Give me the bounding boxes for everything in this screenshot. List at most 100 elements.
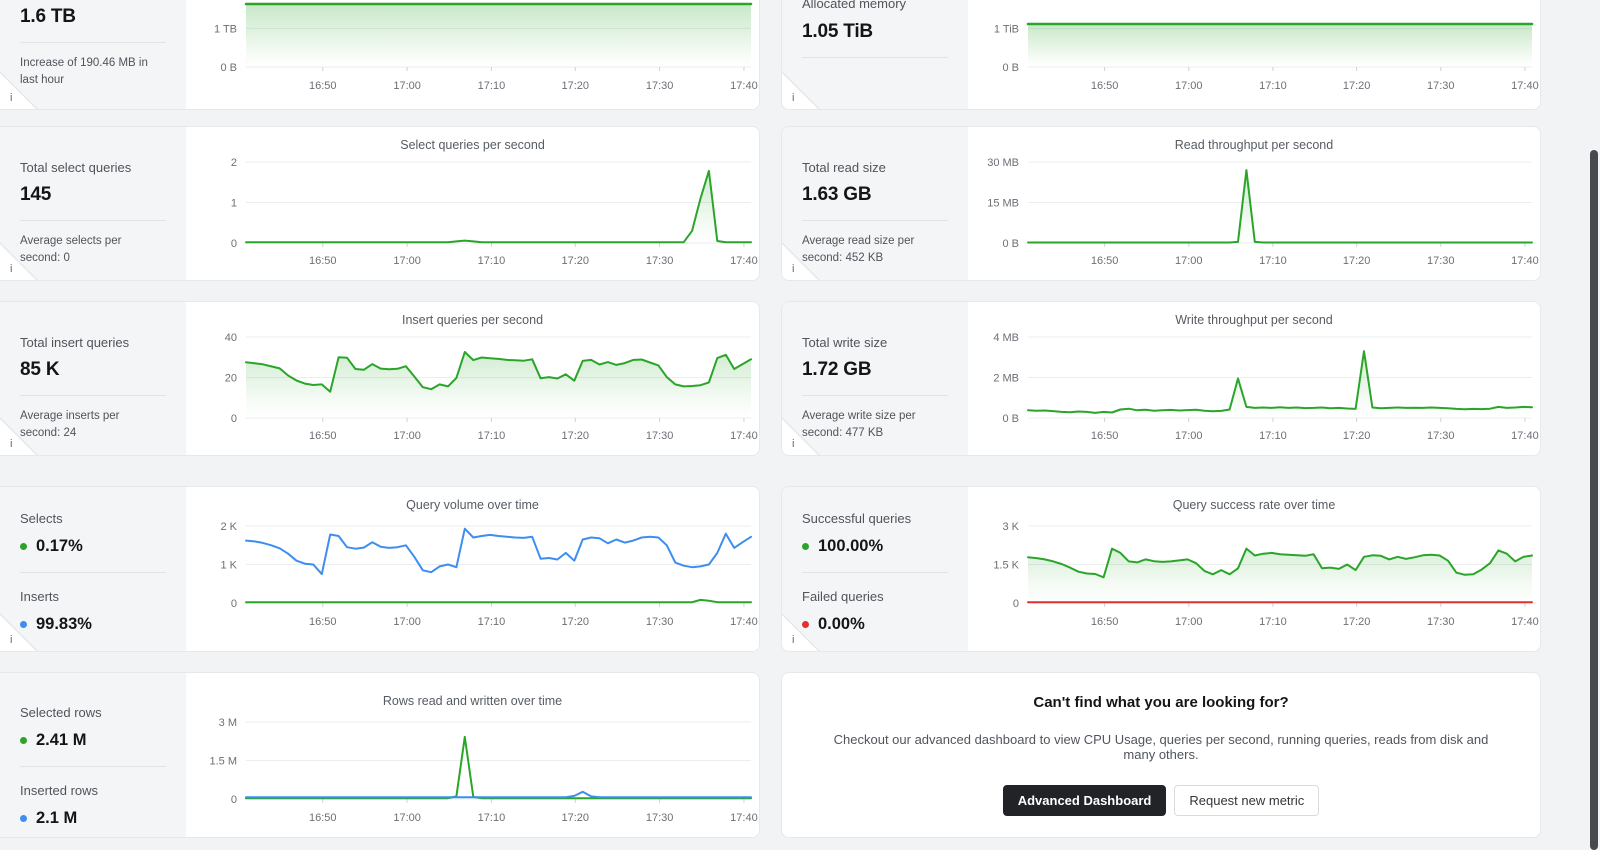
svg-text:17:40: 17:40 [1511,80,1539,92]
svg-text:17:30: 17:30 [646,255,674,267]
corner-fold [782,419,818,455]
selects-percent-value: 0.17% [36,537,83,555]
svg-text:0: 0 [231,238,237,250]
svg-text:0 B: 0 B [1002,238,1019,250]
svg-text:17:40: 17:40 [730,812,758,824]
svg-text:17:10: 17:10 [1259,616,1287,628]
successful-queries-label: Successful queries [802,511,912,526]
svg-text:17:40: 17:40 [1511,430,1539,442]
svg-text:17:10: 17:10 [478,616,506,628]
corner-fold [0,615,36,651]
selected-rows-value: 2.41 M [36,731,87,749]
svg-text:17:30: 17:30 [1427,80,1455,92]
advanced-dashboard-button[interactable]: Advanced Dashboard [1002,785,1167,816]
query-volume-stat-panel: Selects 0.17% Inserts 99.83% i [0,487,186,651]
svg-text:16:50: 16:50 [309,80,337,92]
svg-text:17:00: 17:00 [393,616,421,628]
divider [20,395,166,396]
disk-usage-card: 1.6 TB Increase of 190.46 MB in last hou… [0,0,760,110]
total-read-size-value: 1.63 GB [802,184,872,205]
total-read-size-stat-panel: Total read size 1.63 GB Average read siz… [782,127,968,280]
inserted-rows-label: Inserted rows [20,783,99,798]
rows-stat-panel: Selected rows 2.41 M Inserted rows 2.1 M [0,673,186,837]
svg-text:17:40: 17:40 [730,430,758,442]
corner-fold [0,73,36,109]
svg-text:16:50: 16:50 [1091,80,1119,92]
info-icon[interactable]: i [792,634,795,646]
svg-text:4 MB: 4 MB [993,332,1019,344]
svg-text:17:10: 17:10 [1259,255,1287,267]
allocated-memory-chart[interactable]: 1 TiB 0 B 16:50 17:00 17:10 17:20 17:30 17:40 [968,0,1540,109]
svg-text:17:00: 17:00 [393,812,421,824]
failed-queries-percent: 0.00% [802,615,948,634]
info-icon[interactable]: i [10,92,13,104]
svg-text:0 B: 0 B [220,62,237,74]
disk-usage-chart[interactable]: 1 TB 0 B 16:50 17:00 17:10 17:20 17:30 17:40 [186,0,759,109]
info-icon[interactable]: i [10,634,13,646]
info-icon[interactable]: i [10,438,13,450]
svg-text:0: 0 [1013,598,1019,610]
svg-text:17:20: 17:20 [561,616,589,628]
total-select-queries-card: Total select queries 145 Average selects… [0,126,760,281]
svg-text:17:10: 17:10 [478,430,506,442]
disk-usage-subtext: Increase of 190.46 MB in last hour [20,57,148,87]
total-insert-queries-card: Total insert queries 85 K Average insert… [0,301,760,456]
svg-text:17:10: 17:10 [478,812,506,824]
svg-text:17:00: 17:00 [1175,255,1203,267]
svg-text:17:20: 17:20 [561,80,589,92]
request-new-metric-button[interactable]: Request new metric [1174,785,1320,816]
write-throughput-chart[interactable]: 4 MB 2 MB 0 B 16:50 17:00 17:10 17:20 17:30 17:4… [968,302,1540,455]
inserts-percent-value: 99.83% [36,615,92,633]
insert-queries-per-second-chart[interactable]: 40 20 0 16:50 17:00 17:10 17:20 17:30 17:40 Inser… [186,302,759,455]
query-success-rate-chart[interactable]: 3 K 1.5 K 0 16:50 17:00 17:10 17:20 17:30 17:40 Q… [968,487,1540,651]
svg-text:2 K: 2 K [220,521,237,533]
svg-text:Write throughput per second: Write throughput per second [1175,313,1333,327]
info-icon[interactable]: i [10,263,13,275]
svg-text:1.5 K: 1.5 K [993,560,1019,572]
vertical-scrollbar-thumb[interactable] [1590,150,1598,850]
svg-text:2 MB: 2 MB [993,373,1019,385]
svg-text:17:20: 17:20 [1343,616,1371,628]
successful-queries-value: 100.00% [818,537,884,555]
allocated-memory-card: Allocated memory 1.05 TiB i 1 TiB 0 B 16:5… [781,0,1541,110]
query-volume-chart[interactable]: 2 K 1 K 0 16:50 17:00 17:10 17:20 17:30 17:40 Que… [186,487,759,651]
total-write-size-value: 1.72 GB [802,359,872,380]
cta-content: Can't find what you are looking for? Che… [782,673,1540,837]
svg-text:1.5 M: 1.5 M [209,756,237,768]
svg-text:0 B: 0 B [1002,413,1019,425]
divider [802,395,948,396]
divider [20,42,166,43]
total-read-size-card: Total read size 1.63 GB Average read siz… [781,126,1541,281]
total-write-size-stat-panel: Total write size 1.72 GB Average write s… [782,302,968,455]
selects-percent: 0.17% [20,537,166,556]
select-queries-per-second-chart[interactable]: 2 1 0 16:50 17:00 17:10 17:20 17:30 17:40 Select … [186,127,759,280]
svg-text:3 M: 3 M [219,717,237,729]
divider [20,572,166,573]
svg-text:0: 0 [231,598,237,610]
selected-rows-label: Selected rows [20,705,102,720]
read-throughput-chart[interactable]: 30 MB 15 MB 0 B 16:50 17:00 17:10 17:20 17:30 17… [968,127,1540,280]
svg-text:17:20: 17:20 [561,812,589,824]
svg-text:17:30: 17:30 [646,616,674,628]
rows-read-written-chart[interactable]: 3 M 1.5 M 0 16:50 17:00 17:10 17:20 17:30 17:40 R… [186,673,759,837]
info-icon[interactable]: i [792,263,795,275]
total-write-size-label: Total write size [802,335,888,350]
svg-text:17:30: 17:30 [1427,430,1455,442]
info-icon[interactable]: i [792,438,795,450]
failed-queries-label: Failed queries [802,589,884,604]
inserted-rows-value: 2.1 M [36,809,78,827]
svg-text:16:50: 16:50 [309,812,337,824]
total-insert-queries-subtext: Average inserts per second: 24 [20,410,120,440]
successful-queries-percent: 100.00% [802,537,948,556]
green-dot-icon [802,543,809,550]
svg-text:17:40: 17:40 [1511,616,1539,628]
total-insert-queries-value: 85 K [20,359,60,380]
svg-text:17:10: 17:10 [478,80,506,92]
blue-dot-icon [20,815,27,822]
info-icon[interactable]: i [792,92,795,104]
svg-text:0: 0 [231,794,237,806]
svg-text:17:10: 17:10 [478,255,506,267]
svg-text:1: 1 [231,198,237,210]
svg-text:Read throughput per second: Read throughput per second [1175,138,1333,152]
